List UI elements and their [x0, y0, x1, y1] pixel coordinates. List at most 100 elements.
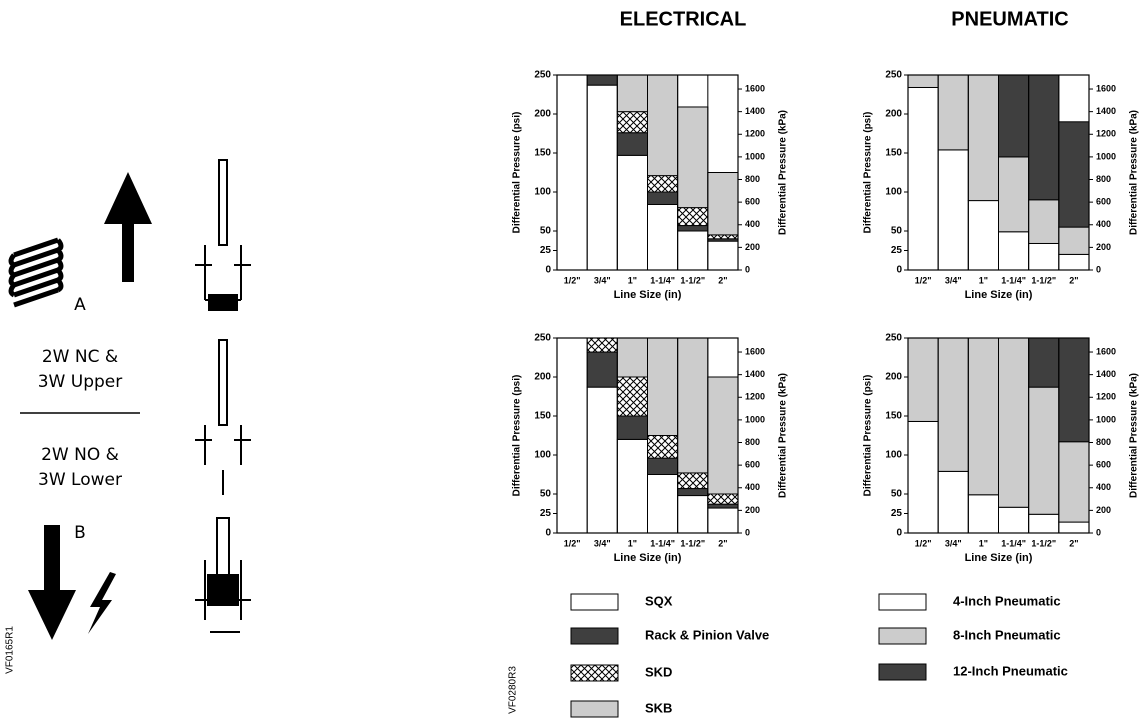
diagram-text: 3W Upper	[38, 372, 123, 392]
legend-label: SKB	[645, 700, 672, 715]
bar-segment	[616, 337, 648, 378]
legend-swatch	[570, 664, 619, 682]
x-tick-label: 1"	[628, 538, 637, 548]
plot-frame	[556, 337, 739, 534]
bar-segment	[1058, 121, 1090, 228]
x-tick-label: 1-1/4"	[1001, 275, 1026, 285]
bar-segment	[967, 200, 999, 271]
bar-segment	[647, 474, 679, 534]
y2-tick-label: 800	[1096, 437, 1111, 447]
y2-tick-label: 1400	[745, 106, 765, 116]
y-tick-label: 25	[540, 245, 552, 256]
bar-segment	[616, 74, 648, 113]
y2-tick-label: 600	[1096, 197, 1111, 207]
y2-axis-label: Differential Pressure (kPa)	[778, 373, 789, 498]
x-tick-label: 1"	[979, 275, 988, 285]
y2-tick-label: 1600	[745, 346, 765, 356]
bar-segment	[707, 172, 739, 236]
x-tick-label: 2"	[1069, 275, 1078, 285]
x-tick-label: 1/2"	[564, 275, 581, 285]
y-tick-label: 250	[534, 333, 551, 344]
bar-segment	[677, 225, 709, 232]
y2-tick-label: 800	[1096, 174, 1111, 184]
y2-tick-label: 200	[745, 242, 760, 252]
y2-axis-label: Differential Pressure (kPa)	[1129, 110, 1140, 235]
x-tick-label: 2"	[718, 275, 727, 285]
bar-segment	[1028, 199, 1060, 244]
bar-segment	[647, 457, 679, 475]
bar-segment	[616, 111, 648, 134]
y2-tick-label: 1200	[745, 392, 765, 402]
x-tick-label: 3/4"	[945, 275, 962, 285]
y2-axis-label: Differential Pressure (kPa)	[778, 110, 789, 235]
bar-segment	[1028, 74, 1060, 201]
y2-tick-label: 400	[745, 482, 760, 492]
y-tick-label: 150	[534, 411, 551, 422]
y2-tick-label: 0	[745, 264, 750, 274]
legend-swatch	[878, 593, 927, 611]
bar-segment	[677, 230, 709, 271]
bar-segment	[937, 149, 969, 271]
y-tick-label: 25	[540, 508, 552, 519]
x-tick-label: 1-1/2"	[1031, 275, 1056, 285]
x-axis-label: Line Size (in)	[965, 289, 1033, 301]
y2-tick-label: 1000	[745, 414, 765, 424]
bar-segment	[586, 74, 618, 86]
x-axis-label: Line Size (in)	[614, 289, 682, 301]
bar-segment	[1028, 337, 1060, 388]
y-tick-label: 100	[534, 187, 551, 198]
bar-segment	[1028, 386, 1060, 515]
bar-segment	[647, 74, 679, 177]
y-tick-label: 200	[534, 109, 551, 120]
legend-label: 8-Inch Pneumatic	[953, 627, 1061, 642]
bar-segment	[677, 106, 709, 209]
legend-swatch	[878, 627, 927, 645]
y2-tick-label: 1200	[745, 129, 765, 139]
figure-code: VF0280R3	[508, 666, 519, 714]
bar-segment	[677, 495, 709, 534]
y-tick-label: 200	[885, 109, 902, 120]
bar-segment	[967, 337, 999, 496]
diagram-text: 3W Lower	[38, 470, 122, 490]
y-axis-label: Differential Pressure (psi)	[863, 375, 874, 497]
y2-tick-label: 400	[1096, 219, 1111, 229]
y-tick-label: 100	[885, 450, 902, 461]
bar-segment	[586, 351, 618, 388]
y-tick-label: 150	[885, 411, 902, 422]
bar-segment	[707, 493, 739, 505]
y-tick-label: 150	[885, 148, 902, 159]
x-tick-label: 1-1/4"	[650, 275, 675, 285]
diagram-label: A	[74, 295, 86, 315]
y-tick-label: 50	[540, 226, 552, 237]
bar-segment	[707, 234, 739, 240]
y2-axis-label: Differential Pressure (kPa)	[1129, 373, 1140, 498]
diagram-text: 2W NO &	[41, 445, 119, 465]
legend-label: SQX	[645, 593, 673, 608]
y-tick-label: 250	[885, 70, 902, 81]
x-tick-label: 3/4"	[594, 538, 611, 548]
y2-tick-label: 200	[745, 505, 760, 515]
bar-segment	[707, 507, 739, 534]
y2-tick-label: 600	[1096, 460, 1111, 470]
bar-segment	[907, 337, 939, 422]
legend-swatch	[570, 700, 619, 718]
bar-segment	[1058, 253, 1090, 271]
bar-segment	[907, 420, 939, 534]
y-tick-label: 50	[891, 489, 903, 500]
bar-segment	[1028, 513, 1060, 534]
bar-segment	[647, 337, 679, 436]
x-tick-label: 1"	[979, 538, 988, 548]
figure-code: VF0165R1	[5, 626, 16, 674]
bar-segment	[937, 74, 969, 151]
bar-segment	[1028, 242, 1060, 271]
y2-tick-label: 1400	[745, 369, 765, 379]
y-tick-label: 25	[891, 508, 903, 519]
y2-tick-label: 1200	[1096, 129, 1116, 139]
y2-tick-label: 1000	[745, 151, 765, 161]
x-axis-label: Line Size (in)	[614, 552, 682, 564]
bar-segment	[616, 415, 648, 440]
y2-tick-label: 1200	[1096, 392, 1116, 402]
bar-segment	[647, 175, 679, 193]
bar-segment	[1058, 441, 1090, 523]
x-tick-label: 1/2"	[915, 538, 932, 548]
